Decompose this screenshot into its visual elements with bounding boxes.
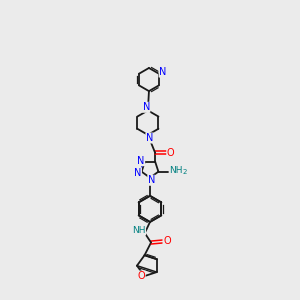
Text: N: N [159,67,166,77]
Text: NH: NH [169,166,183,175]
Text: O: O [167,148,175,158]
Text: NH: NH [132,226,146,235]
Text: N: N [137,156,145,166]
Text: N: N [134,168,142,178]
Text: N: N [148,175,155,185]
Text: O: O [137,271,145,281]
Text: N: N [142,102,150,112]
Text: O: O [163,236,171,247]
Text: 2: 2 [183,169,188,175]
Text: N: N [146,133,153,143]
